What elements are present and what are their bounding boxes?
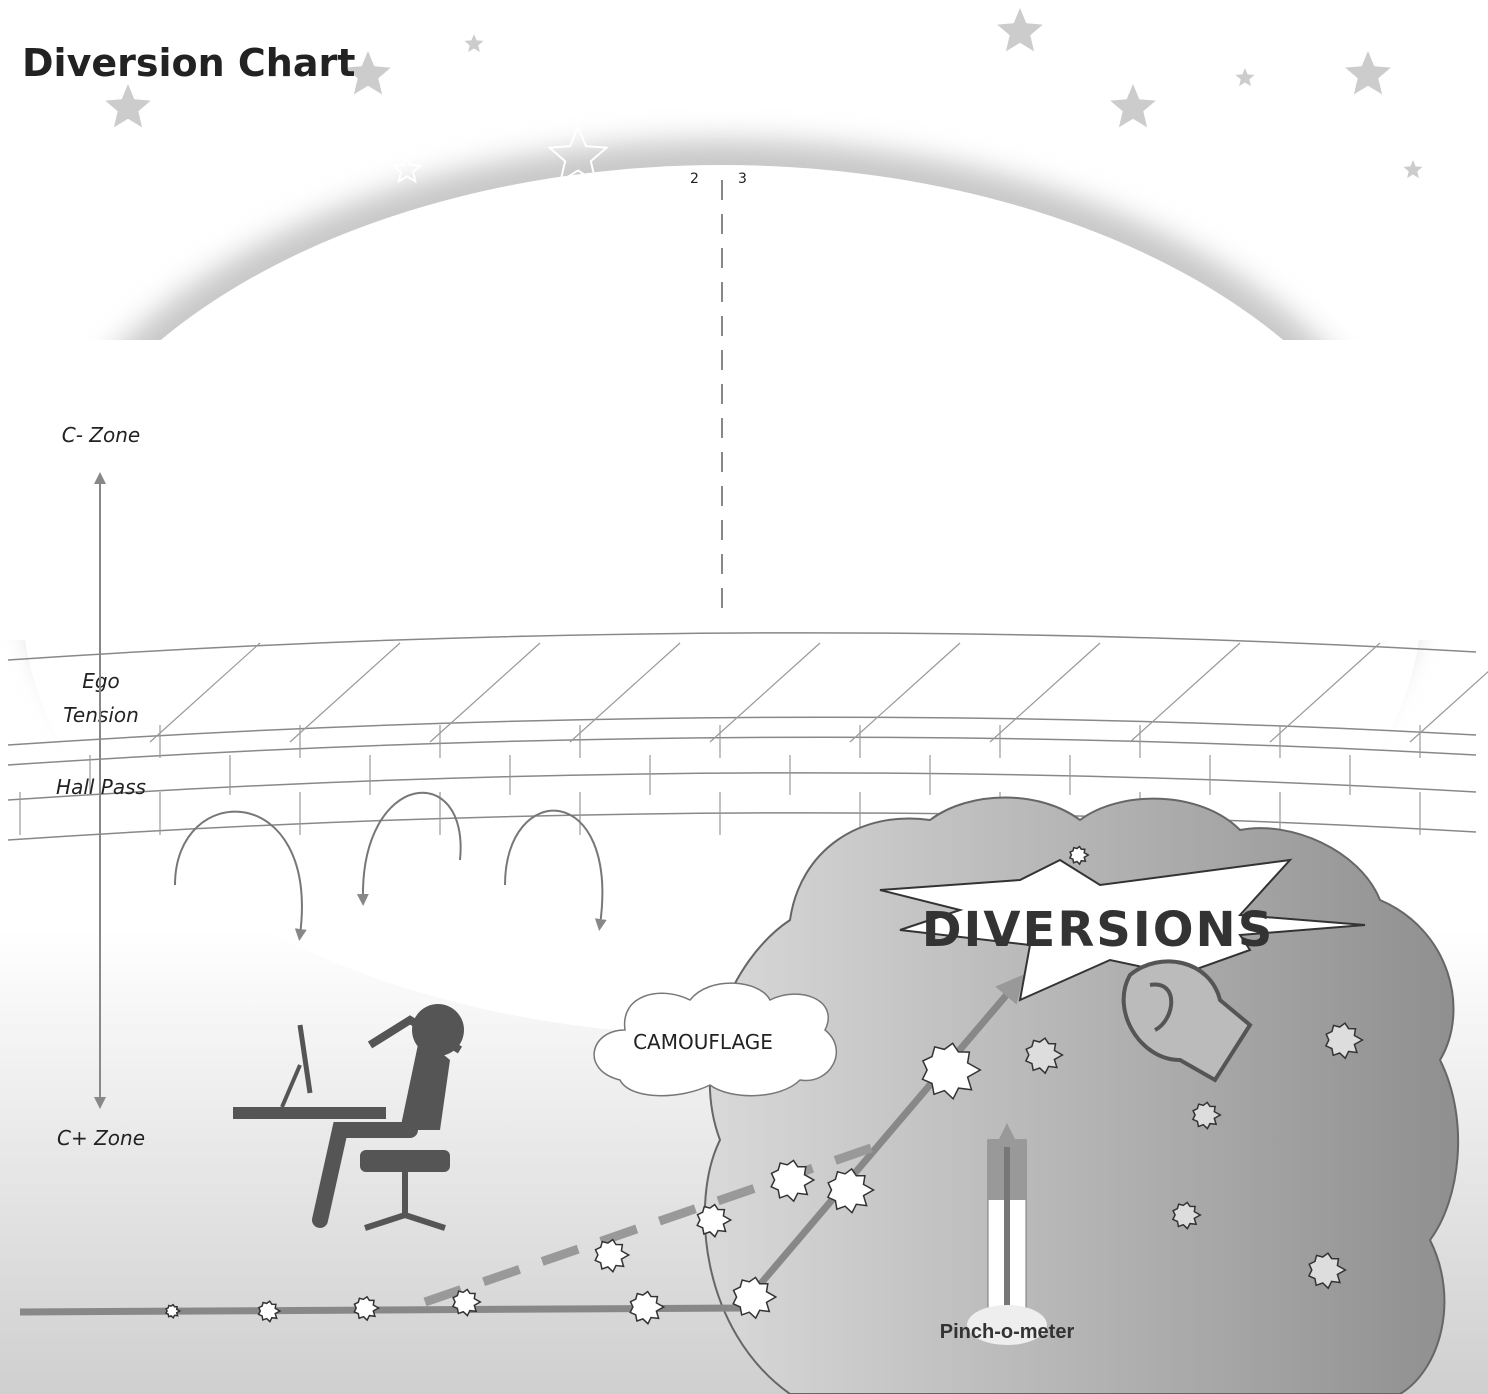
star xyxy=(391,153,423,184)
meter-label: Pinch-o-meter xyxy=(940,1321,1075,1343)
hatch-line xyxy=(849,642,961,743)
bridge xyxy=(7,632,1477,841)
burst xyxy=(826,1167,876,1214)
bottom-zone: C+ Zone xyxy=(57,1126,145,1150)
star xyxy=(1403,160,1423,179)
camouflage-cloud xyxy=(593,982,837,1097)
burst xyxy=(353,1295,381,1322)
star xyxy=(1110,84,1156,128)
burst xyxy=(1068,845,1090,866)
diversions-label: DIVERSIONS xyxy=(922,902,1275,958)
burst xyxy=(629,1290,666,1325)
bounce-arrows xyxy=(174,791,607,941)
star xyxy=(547,124,609,184)
star xyxy=(464,34,484,53)
pinch-o-meter xyxy=(967,1123,1047,1345)
hatch-line xyxy=(429,642,541,743)
title: Diversion Chart xyxy=(22,41,355,85)
stars xyxy=(105,8,1423,184)
burst xyxy=(1191,1101,1222,1130)
burst xyxy=(1307,1252,1347,1290)
star xyxy=(105,84,151,128)
hatch-line xyxy=(709,642,821,743)
bursts xyxy=(164,845,1364,1325)
burst xyxy=(1024,1037,1064,1075)
diversions-burst xyxy=(879,858,1366,1002)
person xyxy=(233,1004,464,1231)
hatch-line xyxy=(1269,642,1381,743)
star xyxy=(1235,68,1255,87)
star xyxy=(1345,51,1391,95)
marker: 2 xyxy=(690,171,699,187)
burst xyxy=(451,1288,482,1317)
hatch-line xyxy=(569,642,681,743)
burst xyxy=(1171,1201,1202,1230)
top-zone: C- Zone xyxy=(62,423,140,447)
sky xyxy=(0,340,1488,640)
hatch xyxy=(19,642,1488,835)
hatch-line xyxy=(149,642,261,743)
burst xyxy=(696,1203,733,1238)
boxing-glove xyxy=(1121,959,1253,1083)
burst xyxy=(770,1159,816,1203)
star xyxy=(345,51,391,95)
camouflage-label: CAMOUFLAGE xyxy=(633,1030,773,1054)
marker: 3 xyxy=(738,171,747,187)
star xyxy=(997,8,1043,52)
hatch-line xyxy=(289,642,401,743)
burst xyxy=(164,1303,182,1320)
burst xyxy=(921,1042,982,1101)
burst xyxy=(594,1238,631,1273)
burst xyxy=(732,1276,778,1320)
hatch-line xyxy=(1129,642,1241,743)
burst xyxy=(257,1300,282,1323)
burst xyxy=(1324,1022,1364,1060)
hatch-line xyxy=(1409,670,1488,743)
hatch-line xyxy=(989,642,1101,743)
